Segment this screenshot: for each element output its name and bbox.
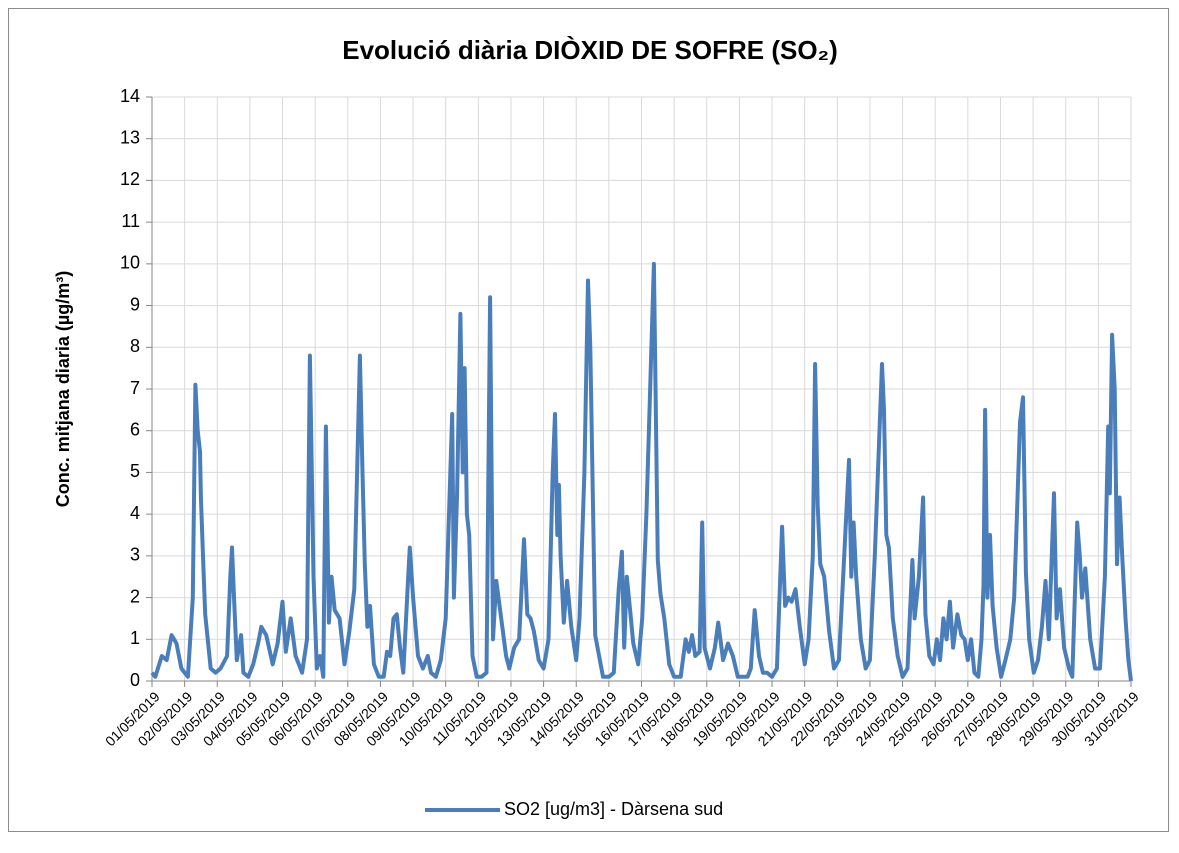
y-tick-label: 0 bbox=[130, 670, 140, 690]
data-line bbox=[150, 261, 1133, 682]
y-tick-label: 8 bbox=[130, 336, 140, 356]
y-tick-label: 14 bbox=[120, 86, 140, 106]
y-tick-label: 1 bbox=[130, 628, 140, 648]
y-tick-label: 4 bbox=[130, 503, 140, 523]
y-tick-label: 10 bbox=[120, 253, 140, 273]
y-tick-label: 2 bbox=[130, 586, 140, 606]
y-tick-label: 6 bbox=[130, 419, 140, 439]
y-tick-label: 5 bbox=[130, 461, 140, 481]
y-tick-label: 11 bbox=[121, 211, 140, 231]
y-tick-label: 9 bbox=[130, 294, 140, 314]
y-tick-label: 3 bbox=[130, 545, 140, 565]
y-axis-title: Conc. mitjana diaria (µg/m³) bbox=[53, 271, 73, 507]
chart-border bbox=[8, 8, 1169, 832]
y-tick-label: 12 bbox=[120, 169, 140, 189]
y-tick-label: 7 bbox=[130, 378, 140, 398]
chart-title: Evolució diària DIÒXID DE SOFRE (SO₂) bbox=[342, 35, 838, 65]
y-tick-label: 13 bbox=[120, 127, 140, 147]
legend-label: SO2 [ug/m3] - Dàrsena sud bbox=[504, 799, 723, 819]
